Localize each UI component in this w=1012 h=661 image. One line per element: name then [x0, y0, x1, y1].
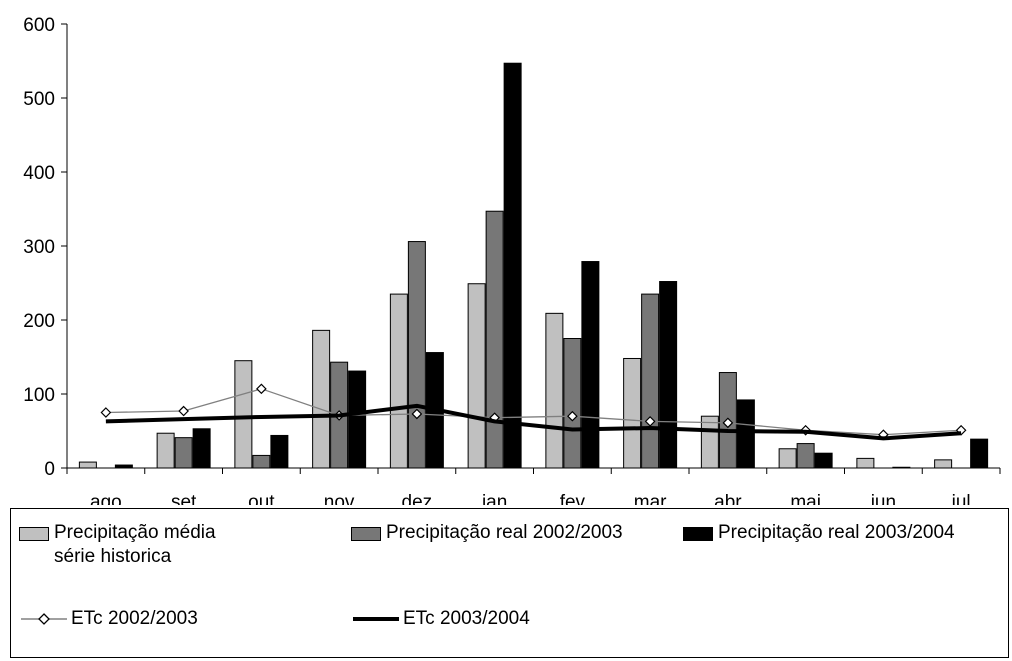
bar-3-nov — [348, 370, 367, 469]
bar-3-fev — [581, 261, 600, 469]
x-tick-label: jan — [481, 492, 507, 505]
y-axis: 0 100 200 300 400 500 600 — [23, 15, 68, 480]
legend-swatch-precip-2002 — [351, 527, 381, 541]
bar-1-fev — [545, 312, 564, 469]
bar-3-mar — [659, 281, 678, 469]
bar-3-jun — [892, 466, 911, 469]
legend-line-etc-2003 — [351, 607, 401, 631]
bar-2-out — [252, 454, 271, 469]
line-marker-fev — [567, 410, 578, 422]
legend-label-etc-2002: ETc 2002/2003 — [71, 608, 198, 629]
y-tick-label: 500 — [23, 89, 55, 110]
x-tick-label: ago — [90, 492, 122, 505]
bar-1-abr — [700, 415, 719, 469]
legend-label-etc-2003: ETc 2003/2004 — [403, 608, 530, 629]
bar-2-fev — [563, 338, 582, 469]
y-tick-label: 200 — [23, 311, 55, 332]
bar-3-abr — [736, 399, 755, 469]
x-tick-label: mai — [790, 492, 821, 505]
bar-1-mai — [778, 448, 797, 469]
x-tick-label: dez — [402, 492, 433, 505]
x-tick-label: jun — [870, 492, 896, 505]
bar-3-jan — [503, 62, 522, 469]
bar-1-nov — [312, 329, 331, 469]
bar-3-ago — [114, 464, 133, 469]
legend-label-precip-2003: Precipitação real 2003/2004 — [718, 522, 955, 543]
bar-2-jan — [485, 210, 504, 469]
x-tick-label: set — [171, 492, 197, 505]
line-marker-abr — [722, 417, 734, 429]
bar-2-dez — [407, 241, 426, 469]
y-tick-label: 400 — [23, 163, 55, 184]
bar-1-jun — [856, 457, 875, 469]
bar-1-dez — [389, 293, 408, 469]
x-tick-label: abr — [714, 492, 742, 505]
line-marker-out — [256, 383, 267, 395]
line-marker-ago — [100, 407, 112, 418]
legend-item-precip-media: Precipitação média série historica — [19, 521, 216, 569]
bar-2-set — [174, 437, 193, 469]
x-tick-label: fev — [560, 492, 586, 505]
bar-1-mar — [623, 357, 642, 469]
legend-item-etc-2002: ETc 2002/2003 — [19, 607, 198, 631]
line-marker-set — [178, 405, 189, 417]
x-tick-label: mar — [634, 492, 667, 505]
legend-item-precip-2002: Precipitação real 2002/2003 — [351, 521, 623, 545]
chart-plot: 0 100 200 300 400 500 600 ago set out nov dez jan fe… — [23, 15, 1001, 505]
y-tick-label: 0 — [44, 459, 55, 480]
x-axis: ago set out nov dez jan fev mar abr mai jun jul — [66, 467, 1001, 505]
bar-1-jul — [934, 459, 953, 469]
legend-item-etc-2003: ETc 2003/2004 — [351, 607, 530, 631]
bar-1-set — [156, 432, 175, 469]
legend: Precipitação média série historica Preci… — [10, 508, 1009, 658]
lines — [100, 383, 967, 441]
bar-1-ago — [78, 461, 97, 469]
legend-line-etc-2002 — [19, 607, 69, 631]
bar-2-mar — [641, 293, 660, 469]
bars — [78, 62, 989, 469]
line-series-1 — [105, 388, 962, 436]
legend-item-precip-2003: Precipitação real 2003/2004 — [683, 521, 955, 545]
bar-3-jul — [970, 438, 989, 469]
bar-3-mai — [814, 452, 833, 469]
y-tick-label: 300 — [23, 237, 55, 258]
y-tick-label: 100 — [23, 385, 55, 406]
bar-3-out — [270, 434, 289, 469]
x-tick-label: nov — [324, 492, 355, 505]
legend-swatch-precip-media — [19, 527, 49, 541]
legend-label-precip-2002: Precipitação real 2002/2003 — [386, 522, 623, 543]
bar-3-set — [192, 428, 211, 469]
legend-label-precip-media: Precipitação média série historica — [54, 522, 216, 567]
y-tick-label: 600 — [23, 15, 55, 36]
legend-swatch-precip-2003 — [683, 527, 713, 541]
x-tick-label: out — [248, 492, 275, 505]
bar-1-jan — [467, 283, 486, 469]
bar-2-mai — [796, 443, 815, 469]
line-series-2 — [105, 403, 962, 441]
line-marker-mar — [644, 416, 656, 427]
line-marker-dez — [411, 408, 423, 420]
bar-1-out — [234, 360, 253, 469]
x-tick-label: jul — [951, 492, 971, 505]
